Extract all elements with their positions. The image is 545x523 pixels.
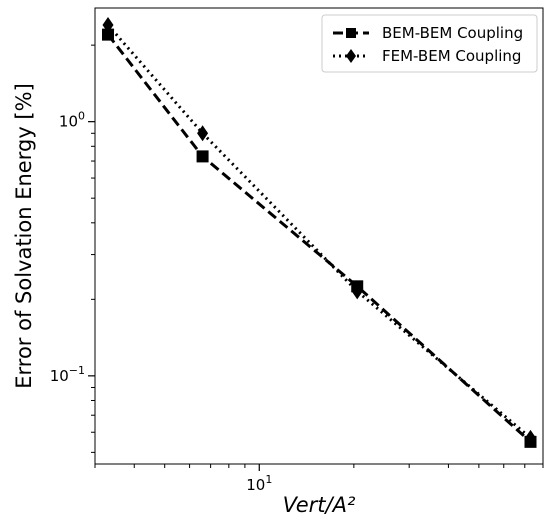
y-tick-label: 10−1 bbox=[50, 364, 85, 385]
series-line-0 bbox=[106, 33, 532, 443]
data-point-diamond bbox=[197, 125, 209, 142]
legend-box bbox=[321, 14, 538, 73]
minor-ticks bbox=[91, 44, 544, 468]
y-tick-label: 100 bbox=[59, 110, 85, 131]
x-tick-label: 101 bbox=[246, 473, 272, 494]
y-axis-label: Error of Solvation Energy [%] bbox=[12, 83, 36, 389]
plot-area bbox=[94, 7, 544, 465]
data-point-diamond bbox=[102, 17, 114, 34]
data-point-square bbox=[196, 150, 209, 163]
major-ticks bbox=[88, 121, 260, 471]
data-point-diamond bbox=[351, 283, 363, 300]
data-point-diamond bbox=[525, 429, 537, 446]
legend: BEM-BEM Coupling FEM-BEM Coupling bbox=[321, 14, 538, 73]
legend-marker-bem bbox=[346, 28, 356, 38]
legend-label-bem: BEM-BEM Coupling bbox=[382, 24, 523, 42]
series-layer bbox=[102, 17, 537, 448]
legend-marker-fem bbox=[346, 49, 356, 63]
legend-label-fem: FEM-BEM Coupling bbox=[382, 47, 521, 65]
data-point-square bbox=[102, 28, 115, 41]
x-axis-label: Vert/A² bbox=[283, 493, 356, 517]
